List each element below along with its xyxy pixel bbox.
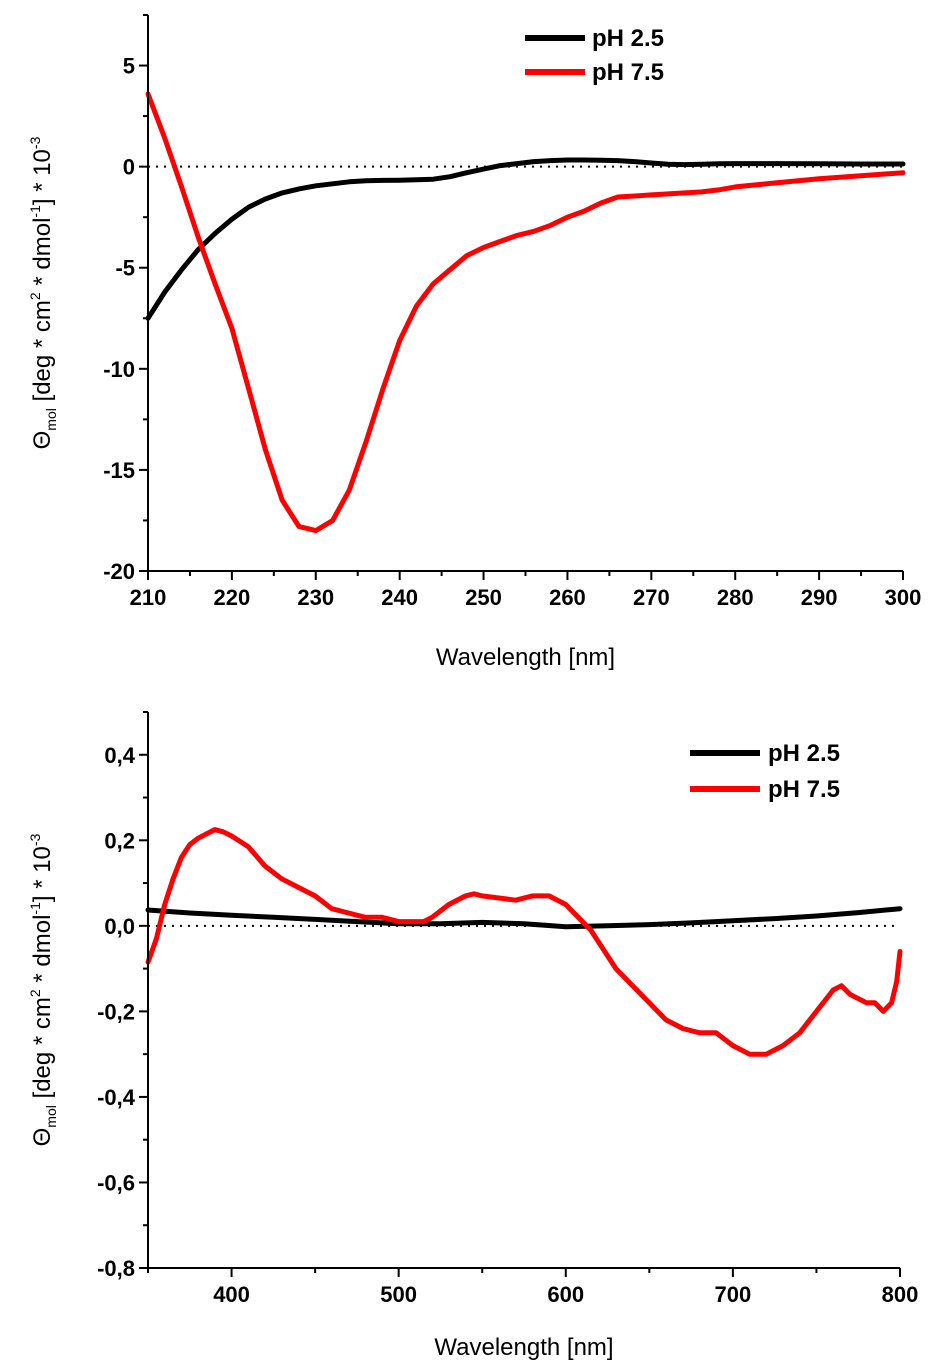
y-tick-label: 0,0 bbox=[104, 914, 135, 939]
x-tick-label: 250 bbox=[465, 585, 502, 610]
y-tick-label: -0,2 bbox=[97, 999, 135, 1024]
legend-label-ph-7-5: pH 7.5 bbox=[592, 59, 664, 86]
y-label-sup1: 2 bbox=[27, 292, 43, 300]
chart-top-legend: pH 2.5 pH 7.5 bbox=[525, 25, 664, 86]
x-tick-label: 500 bbox=[380, 1282, 417, 1307]
y-tick-label: 0,2 bbox=[104, 828, 135, 853]
y-tick-label: -0,8 bbox=[97, 1256, 135, 1281]
legend-label-ph-7-5: pH 7.5 bbox=[768, 776, 840, 803]
x-tick-label: 400 bbox=[213, 1282, 250, 1307]
y-label-sup2: -1 bbox=[27, 205, 43, 218]
y-tick-label: -5 bbox=[115, 256, 135, 281]
chart-top-ticks bbox=[139, 14, 904, 580]
chart-bottom-y-label: Θmol [deg * cm2 * dmol-1] * 10-3 bbox=[27, 833, 59, 1146]
chart-top-x-label: Wavelength [nm] bbox=[436, 644, 615, 671]
y-tick-label: 0 bbox=[123, 155, 135, 180]
chart-top-y-label: Θmol [deg * cm2 * dmol-1] * 10-3 bbox=[27, 136, 59, 449]
y-label-part1: [deg * cm bbox=[29, 300, 56, 408]
chart-top-tick-labels: 210 220 230 240 250 260 270 280 290 300 5 0 -5 -10 -15… bbox=[103, 54, 921, 610]
x-tick-label: 700 bbox=[715, 1282, 752, 1307]
series-line-ph-7-5 bbox=[145, 91, 906, 534]
legend-label-ph-2-5: pH 2.5 bbox=[592, 25, 664, 52]
x-tick-label: 800 bbox=[882, 1282, 919, 1307]
chart-bottom-legend: pH 2.5 pH 7.5 bbox=[690, 740, 840, 803]
chart-top: 210 220 230 240 250 260 270 280 290 300 5 0 -5 -10 -15… bbox=[27, 14, 921, 671]
series-line-ph-2-5 bbox=[145, 906, 903, 930]
y-tick-label: -10 bbox=[103, 357, 135, 382]
y-label-symbol: Θ bbox=[29, 431, 56, 450]
x-tick-label: 240 bbox=[381, 585, 418, 610]
y-label-part2: * dmol bbox=[29, 218, 56, 293]
y-label-symbol: Θ bbox=[29, 1128, 56, 1147]
y-label-subscript: mol bbox=[43, 408, 59, 431]
y-label-part2: * dmol bbox=[29, 915, 56, 990]
x-tick-label: 600 bbox=[547, 1282, 584, 1307]
y-tick-label: -0,4 bbox=[97, 1085, 136, 1110]
x-tick-label: 260 bbox=[549, 585, 586, 610]
x-tick-label: 290 bbox=[801, 585, 838, 610]
chart-top-series bbox=[145, 91, 906, 534]
chart-bottom-x-label: Wavelength [nm] bbox=[434, 1334, 613, 1361]
y-label-sup3: -3 bbox=[27, 136, 43, 149]
y-label-sup3: -3 bbox=[27, 833, 43, 846]
y-label-sup2: -1 bbox=[27, 902, 43, 915]
y-label-part1: [deg * cm bbox=[29, 997, 56, 1105]
y-label-part3: ] * 10 bbox=[29, 149, 56, 205]
x-tick-label: 210 bbox=[130, 585, 167, 610]
x-tick-label: 280 bbox=[717, 585, 754, 610]
y-tick-label: -20 bbox=[103, 559, 135, 584]
chart-bottom: 400 500 600 700 800 0,4 0,2 0,0 -0,2 -0,4 -0,6 -0,8… bbox=[27, 711, 918, 1361]
x-tick-label: 300 bbox=[885, 585, 922, 610]
series-line-ph-7-5 bbox=[145, 827, 903, 1057]
y-tick-label: -0,6 bbox=[97, 1170, 135, 1195]
y-label-part3: ] * 10 bbox=[29, 846, 56, 902]
series-line-ph-2-5 bbox=[145, 157, 906, 321]
x-tick-label: 270 bbox=[633, 585, 670, 610]
x-tick-label: 230 bbox=[297, 585, 334, 610]
y-label-sup1: 2 bbox=[27, 989, 43, 997]
legend-label-ph-2-5: pH 2.5 bbox=[768, 740, 840, 767]
y-tick-label: 5 bbox=[123, 54, 135, 79]
y-tick-label: -15 bbox=[103, 458, 135, 483]
chart-bottom-series bbox=[145, 827, 903, 1057]
y-label-subscript: mol bbox=[43, 1105, 59, 1128]
chart-bottom-tick-labels: 400 500 600 700 800 0,4 0,2 0,0 -0,2 -0,4 -0,6 -0,8 bbox=[97, 743, 918, 1307]
x-tick-label: 220 bbox=[214, 585, 251, 610]
y-tick-label: 0,4 bbox=[104, 743, 135, 768]
